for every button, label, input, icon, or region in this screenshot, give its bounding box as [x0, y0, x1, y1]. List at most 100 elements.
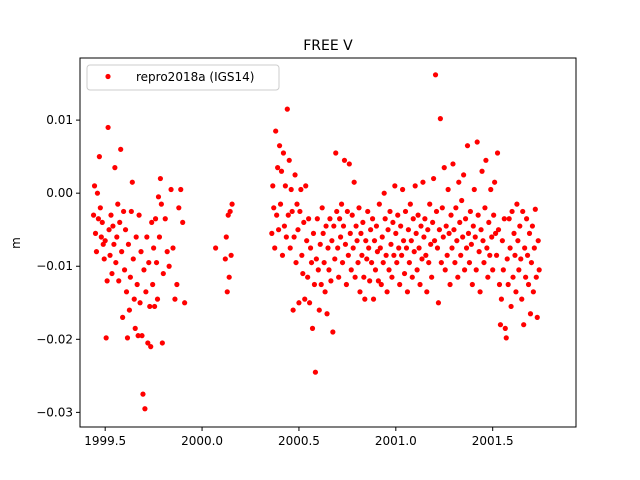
data-point — [316, 307, 322, 313]
data-point — [333, 150, 339, 156]
data-point — [222, 256, 228, 262]
data-point — [331, 223, 337, 229]
data-point — [396, 245, 402, 251]
data-point — [298, 186, 304, 193]
data-point — [482, 205, 488, 211]
data-point — [138, 249, 144, 255]
data-point — [160, 270, 166, 277]
data-point — [318, 281, 324, 288]
data-point — [474, 139, 480, 145]
data-point — [339, 259, 346, 266]
data-point — [421, 234, 427, 240]
data-point — [355, 259, 361, 266]
y-tick-label: 0.00 — [46, 186, 73, 200]
data-point — [399, 186, 406, 193]
data-point — [146, 259, 152, 266]
data-point — [464, 143, 471, 149]
data-point — [306, 300, 313, 306]
data-point — [486, 219, 492, 226]
data-point — [341, 157, 348, 163]
data-point — [346, 161, 352, 167]
data-point — [357, 289, 363, 295]
data-point — [407, 201, 413, 207]
data-point — [489, 234, 495, 240]
data-point — [117, 219, 123, 226]
data-point — [414, 267, 420, 273]
data-point — [115, 201, 121, 207]
data-point — [156, 234, 163, 240]
data-point — [405, 227, 412, 233]
data-point — [273, 128, 279, 134]
data-point — [125, 241, 132, 247]
data-point — [501, 216, 507, 222]
data-point — [444, 252, 450, 258]
data-point — [525, 281, 532, 288]
data-point — [515, 238, 521, 244]
data-point — [491, 212, 497, 218]
data-point — [101, 256, 107, 262]
data-point — [277, 201, 284, 207]
data-point — [516, 267, 522, 273]
data-point — [342, 241, 349, 247]
y-tick-label: −0.01 — [36, 259, 73, 273]
data-point — [94, 190, 101, 196]
data-point — [315, 267, 321, 273]
data-point — [279, 252, 286, 258]
data-point — [526, 230, 533, 236]
data-point — [381, 190, 387, 196]
data-point — [370, 296, 377, 302]
x-ticks: 1999.5 2000.0 2000.5 2001.0 2001.5 — [84, 427, 514, 448]
y-tick-label: 0.01 — [46, 113, 73, 127]
data-point — [97, 205, 103, 211]
data-point — [131, 296, 137, 302]
data-point — [272, 245, 278, 251]
data-point — [284, 106, 290, 112]
data-point — [139, 333, 145, 339]
legend-box — [86, 64, 280, 91]
data-point — [436, 227, 443, 233]
data-point — [124, 335, 131, 341]
data-point — [154, 296, 161, 302]
data-point — [374, 249, 381, 255]
data-point — [455, 274, 461, 280]
data-point — [371, 238, 378, 244]
data-point — [412, 183, 418, 189]
data-point — [297, 208, 303, 215]
data-point — [332, 256, 338, 262]
data-point — [494, 150, 501, 156]
data-point — [312, 369, 319, 375]
data-point — [409, 274, 415, 280]
data-point — [306, 216, 312, 222]
data-point — [351, 179, 357, 185]
data-point — [520, 208, 526, 215]
data-point — [513, 289, 519, 295]
data-point — [382, 216, 388, 222]
data-point — [151, 245, 157, 251]
data-point — [320, 230, 326, 236]
data-point — [108, 212, 114, 218]
data-point — [363, 238, 369, 244]
data-point — [347, 230, 353, 236]
data-point — [285, 212, 291, 218]
data-point — [411, 249, 417, 255]
data-point — [508, 303, 514, 310]
data-point — [399, 252, 405, 258]
data-point — [170, 245, 176, 251]
data-point — [406, 259, 412, 266]
data-point — [416, 245, 422, 251]
data-point — [427, 201, 433, 207]
data-point — [364, 256, 370, 262]
data-point — [530, 289, 536, 295]
data-point — [180, 219, 186, 226]
data-point — [152, 216, 159, 222]
data-point — [147, 303, 153, 310]
data-point — [456, 179, 462, 185]
data-point — [384, 289, 390, 295]
data-point — [402, 208, 409, 215]
data-point — [426, 259, 432, 266]
data-point — [90, 212, 97, 218]
data-point — [95, 216, 102, 222]
data-point — [127, 274, 133, 280]
data-point — [133, 234, 139, 240]
data-point — [422, 216, 428, 222]
